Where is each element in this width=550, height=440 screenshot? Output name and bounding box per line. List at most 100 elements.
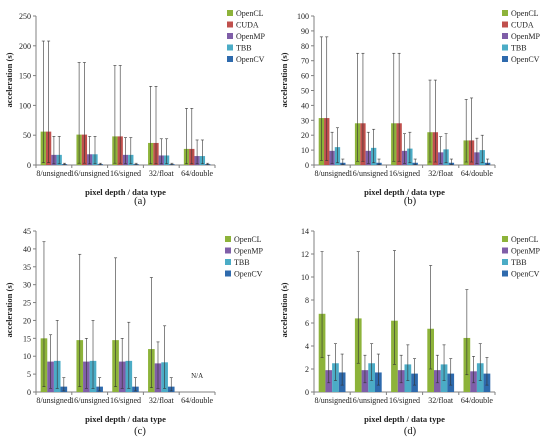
x-tick-label: 64/double: [181, 396, 213, 405]
legend-label-openmp: OpenMP: [234, 247, 263, 256]
y-tick-label: 40: [301, 101, 309, 110]
y-axis-label: acceleration (s): [279, 52, 289, 107]
panel-label: (b): [404, 196, 417, 207]
y-tick-label: 30: [301, 116, 309, 125]
legend-label-openmp: OpenMP: [511, 247, 540, 256]
y-tick-label: 0: [305, 388, 309, 397]
y-tick-label: 80: [301, 42, 309, 51]
legend-label-opencv: OpenCV: [511, 270, 540, 279]
y-tick-label: 150: [19, 72, 31, 81]
x-tick-label: 16/signed: [110, 169, 141, 178]
x-tick-label: 16/signed: [389, 396, 420, 405]
y-tick-label: 10: [301, 273, 309, 282]
y-tick-label: 0: [305, 161, 309, 170]
x-tick-label: 8/unsigned: [315, 396, 350, 405]
legend-label-tbb: TBB: [236, 44, 252, 53]
x-tick-label: 64/double: [461, 169, 493, 178]
x-tick-label: 8/unsigned: [315, 169, 350, 178]
y-tick-label: 90: [301, 27, 309, 36]
y-tick-label: 35: [23, 263, 31, 272]
legend-swatch-opencl: [225, 236, 231, 242]
panel-label: (a): [134, 196, 146, 207]
legend-label-opencl: OpenCL: [236, 9, 264, 18]
legend-swatch-opencv: [227, 56, 233, 62]
panel-label: (d): [404, 426, 417, 437]
legend-swatch-tbb: [227, 44, 233, 51]
y-tick-label: 15: [23, 334, 31, 343]
legend-label-opencv: OpenCV: [236, 55, 265, 64]
legend-label-tbb: TBB: [511, 44, 527, 53]
x-tick-label: 16/unsigned: [70, 169, 109, 178]
y-tick-label: 70: [301, 57, 309, 66]
legend-label-cuda: CUDA: [511, 21, 534, 30]
y-tick-label: 50: [23, 131, 31, 140]
y-tick-label: 25: [23, 299, 31, 308]
legend-swatch-opencv: [225, 270, 231, 277]
x-axis-label: pixel depth / data type: [85, 414, 166, 424]
legend-label-cuda: CUDA: [236, 21, 259, 30]
x-tick-label: 16/unsigned: [349, 396, 388, 405]
y-tick-label: 10: [23, 352, 31, 361]
y-tick-label: 2: [305, 365, 309, 374]
x-tick-label: 32/float: [428, 396, 454, 405]
x-tick-label: 8/unsigned: [36, 169, 71, 178]
y-tick-label: 20: [301, 131, 309, 140]
panel-label: (c): [134, 426, 146, 437]
x-axis-label: pixel depth / data type: [364, 187, 445, 197]
y-tick-label: 60: [301, 72, 309, 81]
annotation-na: N/A: [191, 372, 203, 380]
legend-label-opencv: OpenCV: [234, 270, 263, 279]
y-tick-label: 45: [23, 227, 31, 236]
legend-label-tbb: TBB: [511, 258, 527, 267]
legend-swatch-opencl: [502, 10, 508, 16]
x-tick-label: 16/unsigned: [349, 169, 388, 178]
y-axis-label: acceleration (s): [4, 52, 14, 107]
x-tick-label: 32/float: [149, 169, 175, 178]
y-tick-label: 6: [305, 319, 309, 328]
x-tick-label: 32/float: [428, 169, 454, 178]
legend-swatch-opencv: [502, 270, 508, 277]
x-axis-label: pixel depth / data type: [85, 187, 166, 197]
y-tick-label: 5: [27, 370, 31, 379]
y-tick-label: 100: [297, 12, 309, 21]
y-tick-label: 4: [305, 342, 309, 351]
legend-label-opencl: OpenCL: [511, 235, 539, 244]
y-tick-label: 200: [19, 42, 31, 51]
chart-panel-3: 0 5 10 15 20 25 30 35 40 45 acceleration (s) pixel …: [4, 227, 263, 437]
y-axis-label: acceleration (s): [279, 282, 289, 337]
y-tick-label: 250: [19, 12, 31, 21]
x-tick-label: 16/unsigned: [70, 396, 109, 405]
x-tick-label: 16/signed: [389, 169, 420, 178]
legend-swatch-tbb: [502, 259, 508, 265]
legend-swatch-tbb: [502, 44, 508, 51]
legend-swatch-cuda: [502, 21, 508, 28]
chart-panel-1: 0 50 100 150 200 250 acceleration (s) pixel dep…: [4, 9, 265, 207]
legend-swatch-openmp: [225, 247, 231, 254]
y-tick-label: 0: [27, 388, 31, 397]
y-tick-label: 30: [23, 281, 31, 290]
legend-swatch-openmp: [227, 33, 233, 39]
x-tick-label: 64/double: [181, 169, 213, 178]
legend-label-opencl: OpenCL: [511, 9, 539, 18]
legend-swatch-openmp: [502, 247, 508, 254]
y-tick-label: 20: [23, 316, 31, 325]
legend-swatch-opencl: [227, 10, 233, 16]
y-tick-label: 0: [27, 161, 31, 170]
chart-panel-2: 0 10 20 30 40 50 60 70 80 90 100 acceleration (s) pi…: [279, 9, 540, 207]
x-tick-label: 32/float: [149, 396, 175, 405]
y-tick-label: 10: [301, 146, 309, 155]
legend-label-opencv: OpenCV: [511, 55, 540, 64]
chart-panel-4: 0 2 4 6 8 10 12 14 acceleration (s) pixel depth /…: [279, 227, 540, 437]
y-tick-label: 100: [19, 101, 31, 110]
legend-swatch-tbb: [225, 259, 231, 265]
x-tick-label: 8/unsigned: [36, 396, 71, 405]
y-axis-label: acceleration (s): [4, 282, 14, 337]
y-tick-label: 50: [301, 87, 309, 96]
legend-swatch-cuda: [227, 21, 233, 28]
y-tick-label: 40: [23, 245, 31, 254]
x-tick-label: 64/double: [461, 396, 493, 405]
x-tick-label: 16/signed: [110, 396, 141, 405]
legend-swatch-opencv: [502, 56, 508, 62]
y-tick-label: 8: [305, 296, 309, 305]
